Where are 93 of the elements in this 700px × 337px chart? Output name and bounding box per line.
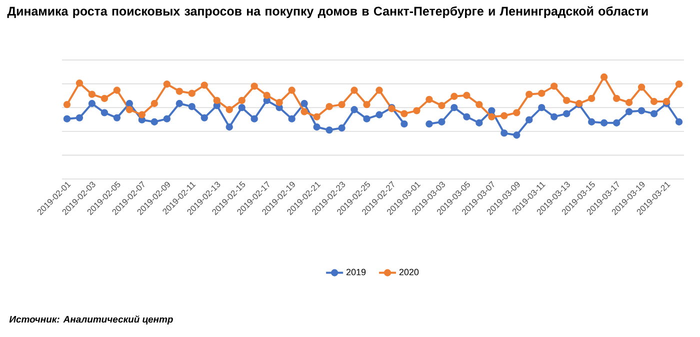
point	[113, 86, 121, 94]
point	[500, 112, 508, 120]
point	[625, 108, 633, 116]
point	[338, 100, 346, 108]
point	[600, 119, 608, 126]
point	[250, 115, 258, 122]
point	[276, 98, 283, 106]
point	[188, 102, 196, 110]
point	[263, 92, 270, 99]
point	[163, 80, 171, 88]
point	[450, 92, 458, 100]
point	[625, 98, 633, 106]
point	[650, 110, 658, 118]
point	[113, 114, 121, 122]
point	[476, 100, 483, 108]
point	[438, 102, 446, 110]
point	[426, 120, 433, 128]
point	[326, 126, 333, 134]
point	[126, 106, 134, 114]
point	[213, 96, 220, 104]
point	[176, 100, 183, 108]
point	[563, 96, 570, 104]
point	[588, 94, 596, 102]
point	[100, 94, 108, 102]
point	[63, 100, 71, 108]
point	[400, 110, 408, 118]
point	[550, 82, 558, 90]
point	[88, 100, 96, 108]
point	[200, 82, 208, 89]
point	[363, 115, 370, 122]
point	[476, 119, 483, 126]
point	[513, 109, 520, 116]
point	[300, 108, 308, 116]
point	[326, 102, 333, 110]
point	[288, 115, 296, 122]
point	[163, 115, 171, 122]
point	[76, 114, 84, 122]
point	[638, 107, 646, 114]
point	[338, 124, 346, 132]
point	[612, 119, 620, 126]
point	[488, 113, 496, 120]
point	[100, 109, 108, 116]
legend-label: 2020	[399, 268, 419, 276]
point	[538, 104, 546, 112]
point	[238, 96, 246, 104]
text: Источник: Аналитический центр	[9, 315, 173, 325]
point	[363, 100, 370, 108]
point	[313, 123, 320, 131]
point	[550, 113, 558, 120]
point	[350, 106, 358, 114]
point	[176, 88, 183, 95]
point	[300, 100, 308, 108]
point	[450, 104, 458, 112]
point	[250, 82, 258, 90]
point	[612, 94, 620, 102]
legend-label: 2019	[346, 268, 366, 276]
point	[588, 118, 596, 126]
point	[513, 132, 520, 139]
point	[288, 86, 296, 94]
point	[638, 84, 646, 91]
point	[426, 96, 433, 104]
point	[238, 104, 246, 112]
point	[438, 118, 446, 126]
point	[526, 116, 533, 124]
point	[138, 111, 146, 118]
point	[88, 90, 96, 98]
point	[376, 111, 383, 118]
point	[126, 100, 134, 108]
point	[526, 90, 533, 98]
point	[376, 86, 383, 94]
point	[400, 120, 408, 128]
point	[538, 90, 546, 97]
point	[226, 106, 233, 114]
point	[600, 73, 608, 81]
point	[150, 100, 158, 108]
point	[650, 98, 658, 106]
point	[226, 123, 233, 131]
point	[200, 114, 208, 122]
point	[76, 80, 84, 87]
point	[413, 107, 420, 114]
point	[463, 113, 470, 120]
point	[313, 113, 320, 120]
point	[463, 92, 470, 99]
point	[563, 110, 570, 118]
point	[63, 115, 71, 122]
point	[675, 80, 683, 88]
point	[488, 107, 496, 114]
chart-title: Динамика роста поисковых запросов на покупку домов в Санкт-Петербурге и Ленинградской области	[7, 6, 648, 18]
point	[500, 130, 508, 137]
point	[350, 86, 358, 94]
point	[675, 118, 683, 126]
point	[188, 90, 196, 97]
point	[150, 118, 158, 126]
